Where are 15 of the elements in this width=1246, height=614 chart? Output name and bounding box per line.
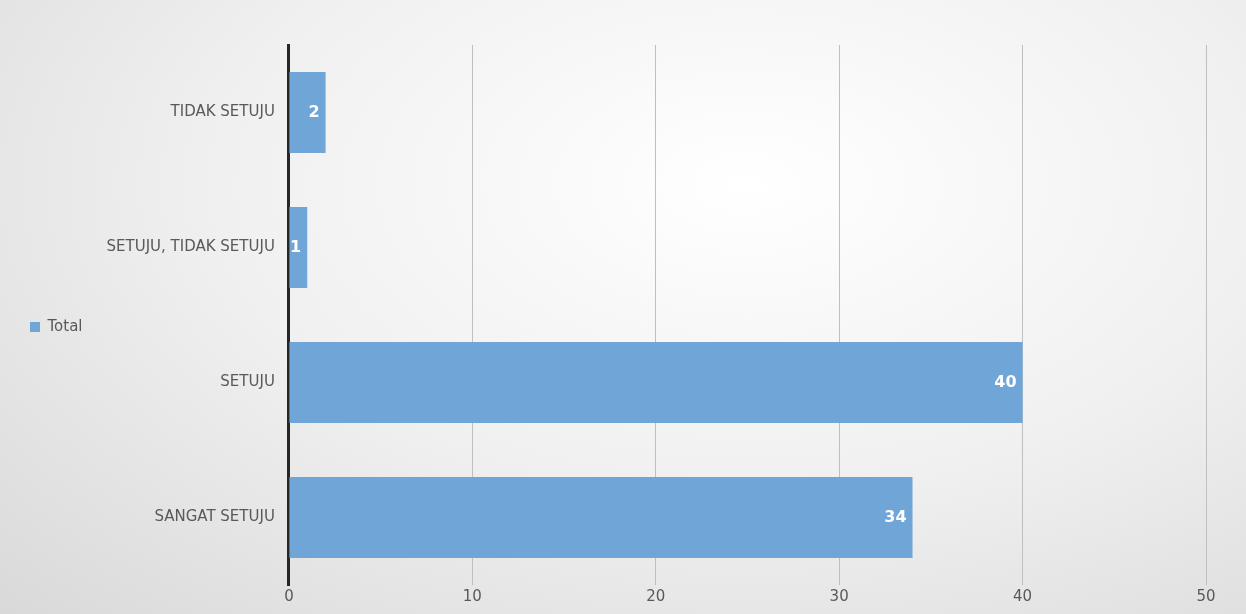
legend-label: Total: [46, 316, 83, 335]
y-tick-label: SANGAT SETUJU: [154, 507, 275, 526]
y-tick-label: SETUJU, TIDAK SETUJU: [106, 237, 275, 256]
x-tick-label: 50: [1196, 586, 1216, 605]
y-tick-label: SETUJU: [220, 372, 275, 391]
x-tick-label: 10: [462, 586, 482, 605]
x-tick-label: 30: [829, 586, 849, 605]
x-tick-label: 0: [284, 586, 294, 605]
x-tick-label: 20: [646, 586, 666, 605]
x-tick-label: 40: [1013, 586, 1033, 605]
data-label: 34: [884, 506, 907, 526]
data-label: 2: [308, 101, 320, 121]
data-label: 1: [290, 236, 302, 256]
y-tick-label: TIDAK SETUJU: [169, 102, 275, 121]
data-label: 40: [994, 371, 1017, 391]
